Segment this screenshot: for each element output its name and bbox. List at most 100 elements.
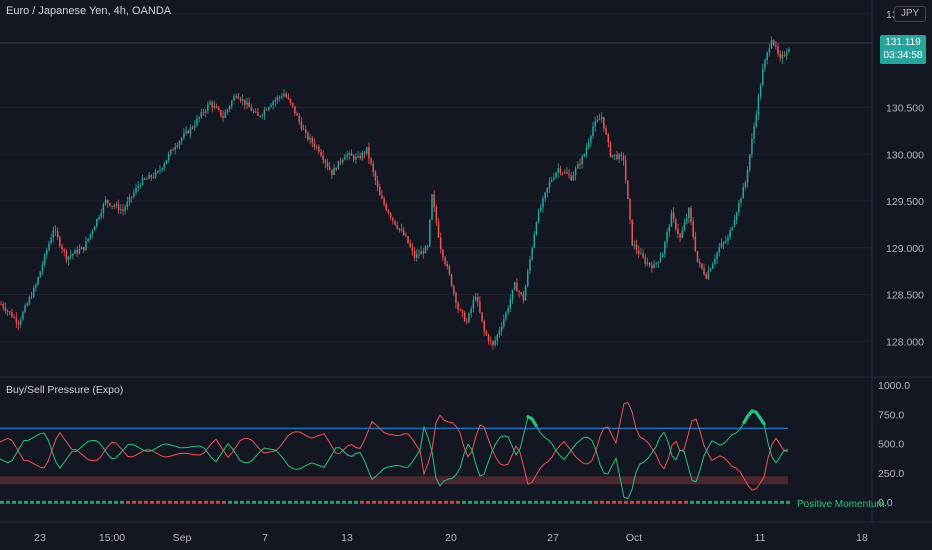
candle-body <box>146 178 148 180</box>
candle-body <box>716 252 718 259</box>
momentum-dot <box>252 500 256 504</box>
candle-body <box>237 96 240 99</box>
momentum-dot <box>546 500 550 504</box>
candle-body <box>109 202 111 206</box>
candle-body <box>30 296 33 298</box>
candle-body <box>498 330 501 335</box>
momentum-dot <box>348 500 352 504</box>
candle-body <box>159 169 161 172</box>
candle-body <box>553 177 555 180</box>
candle-body <box>102 204 105 214</box>
momentum-dot <box>642 500 646 504</box>
candle-body <box>113 205 116 207</box>
candle-body <box>690 208 692 222</box>
candle-body <box>483 321 485 332</box>
candle-body <box>11 312 13 318</box>
time-tick-label: 27 <box>547 532 559 544</box>
candle-body <box>609 142 612 157</box>
candle-body <box>392 217 394 221</box>
momentum-dot <box>750 500 754 504</box>
candle-body <box>126 201 129 208</box>
candle-body <box>725 240 727 243</box>
candle-body <box>268 107 270 110</box>
candle-body <box>365 147 368 154</box>
indicator-title[interactable]: Buy/Sell Pressure (Expo) <box>6 384 124 396</box>
momentum-dot <box>312 500 316 504</box>
momentum-dot <box>270 500 274 504</box>
candle-body <box>239 98 242 101</box>
candle-body <box>400 229 403 231</box>
candle-body <box>605 128 607 135</box>
candle-body <box>117 204 120 211</box>
momentum-dot <box>540 500 544 504</box>
candle-body <box>637 250 640 254</box>
momentum-dot <box>210 500 214 504</box>
candle-body <box>418 254 420 256</box>
candle-body <box>254 111 257 113</box>
symbol-title[interactable]: Euro / Japanese Yen, 4h, OANDA <box>6 5 172 17</box>
momentum-dot <box>174 500 178 504</box>
indicator-tick-label: 250.0 <box>878 468 904 480</box>
currency-button[interactable]: JPY <box>894 6 926 22</box>
momentum-dot <box>786 500 790 504</box>
candle-body <box>594 121 596 127</box>
candle-body <box>672 212 675 219</box>
candle-body <box>307 132 309 140</box>
momentum-dot <box>318 500 322 504</box>
candle-body <box>379 187 381 196</box>
candle-body <box>759 85 762 97</box>
candle-body <box>172 149 174 151</box>
momentum-dot <box>48 500 52 504</box>
candle-body <box>346 154 348 157</box>
momentum-dot <box>456 500 460 504</box>
momentum-dot <box>522 500 526 504</box>
candle-body <box>775 44 777 47</box>
momentum-dot <box>12 500 16 504</box>
momentum-dot <box>162 500 166 504</box>
candle-body <box>135 187 137 193</box>
candle-body <box>207 104 209 111</box>
candle-body <box>283 93 285 97</box>
momentum-dot <box>618 500 622 504</box>
candle-body <box>518 291 520 293</box>
candle-body <box>228 106 231 110</box>
candle-body <box>542 198 544 208</box>
buy-strength-highlight <box>526 415 538 428</box>
candle-body <box>772 40 775 45</box>
momentum-dot <box>444 500 448 504</box>
momentum-dot <box>738 500 742 504</box>
momentum-dot <box>708 500 712 504</box>
candle-body <box>733 219 736 227</box>
momentum-dot <box>258 500 262 504</box>
candle-body <box>614 154 616 156</box>
momentum-dot <box>354 500 358 504</box>
candle-body <box>76 250 79 254</box>
momentum-dot <box>636 500 640 504</box>
candle-body <box>224 112 227 118</box>
candle-body <box>405 235 407 237</box>
candle-body <box>32 287 35 297</box>
candle-body <box>152 176 155 178</box>
momentum-dot <box>528 500 532 504</box>
candle-body <box>751 138 753 155</box>
momentum-dot <box>690 500 694 504</box>
candle-body <box>598 119 601 121</box>
candle-body <box>130 196 133 198</box>
momentum-dot <box>72 500 76 504</box>
candle-body <box>435 207 438 223</box>
candle-body <box>555 172 557 178</box>
candle-body <box>287 97 290 99</box>
candle-body <box>679 233 681 238</box>
candle-body <box>529 259 531 272</box>
candle-body <box>448 266 451 275</box>
candle-body <box>170 149 172 155</box>
candle-body <box>50 237 52 244</box>
momentum-dot <box>120 500 124 504</box>
momentum-dot <box>600 500 604 504</box>
candle-body <box>263 109 266 115</box>
time-tick-label: 11 <box>755 532 766 544</box>
candle-body <box>106 199 109 203</box>
candle-body <box>83 247 85 251</box>
momentum-dot <box>24 500 28 504</box>
